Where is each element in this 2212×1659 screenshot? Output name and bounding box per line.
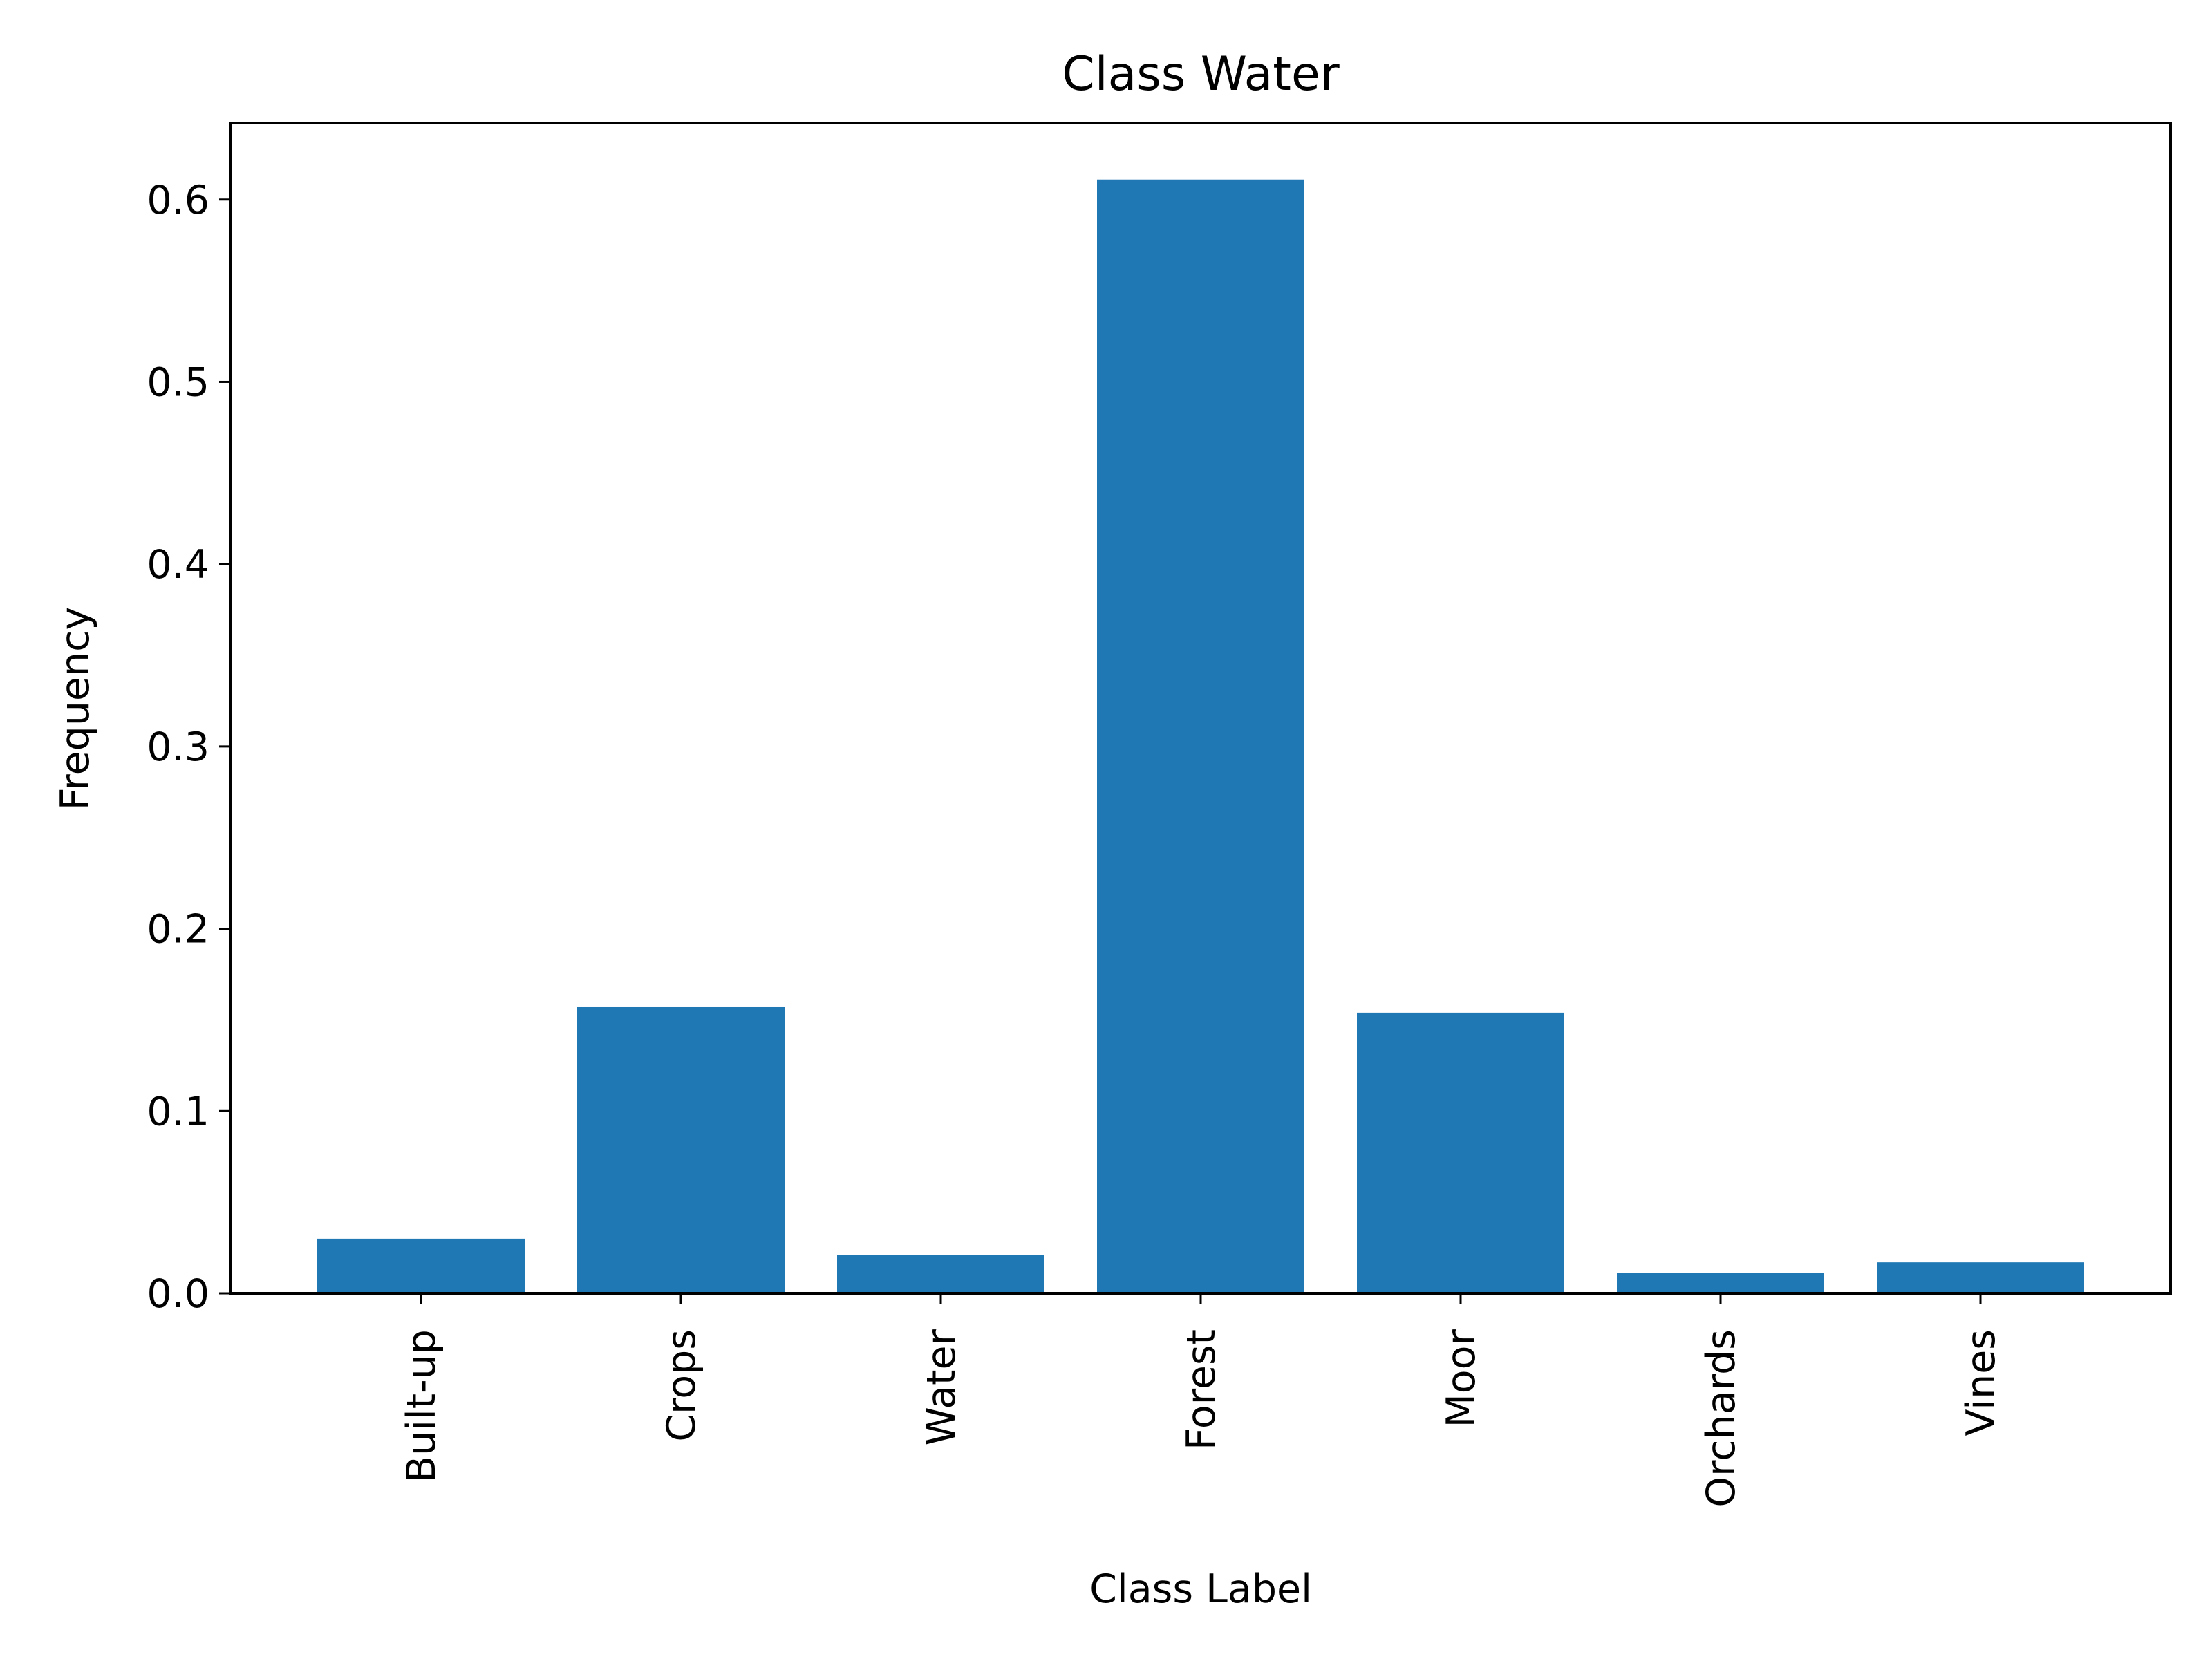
bar-moor (1357, 1012, 1564, 1293)
bars-group (317, 179, 2084, 1293)
x-tick-label: Crops (659, 1329, 704, 1442)
plot-frame (229, 122, 2172, 1295)
y-tick-label: 0.6 (147, 178, 209, 223)
y-tick-label: 0.1 (147, 1089, 209, 1134)
bar-vines (1877, 1262, 2084, 1293)
chart-title: Class Water (1062, 47, 1340, 102)
x-tick-label: Built-up (399, 1329, 444, 1483)
x-tick-label: Orchards (1698, 1329, 1744, 1508)
y-tick-label: 0.4 (147, 542, 209, 588)
bar-crops (577, 1006, 785, 1293)
bar-water (837, 1255, 1044, 1293)
bar-forest (1097, 179, 1304, 1293)
y-tick-label: 0.3 (147, 724, 209, 770)
x-tick-label: Water (919, 1329, 964, 1445)
y-tick-label: 0.0 (147, 1271, 209, 1317)
x-axis-label: Class Label (1089, 1566, 1312, 1612)
x-tick-label: Forest (1179, 1329, 1224, 1450)
y-axis-ticks: 0.0 0.1 0.2 0.3 0.4 0.5 0.6 (147, 178, 230, 1317)
x-tick-label: Moor (1438, 1329, 1484, 1427)
bar-built-up (317, 1238, 525, 1293)
bar-orchards (1617, 1273, 1824, 1293)
y-tick-label: 0.2 (147, 907, 209, 953)
x-axis-ticks: Built-up Crops Water Forest Moor Orchards Vine… (399, 1293, 2004, 1508)
y-axis-label: Frequency (53, 607, 98, 810)
x-tick-label: Vines (1958, 1329, 2004, 1436)
y-tick-label: 0.5 (147, 359, 209, 405)
